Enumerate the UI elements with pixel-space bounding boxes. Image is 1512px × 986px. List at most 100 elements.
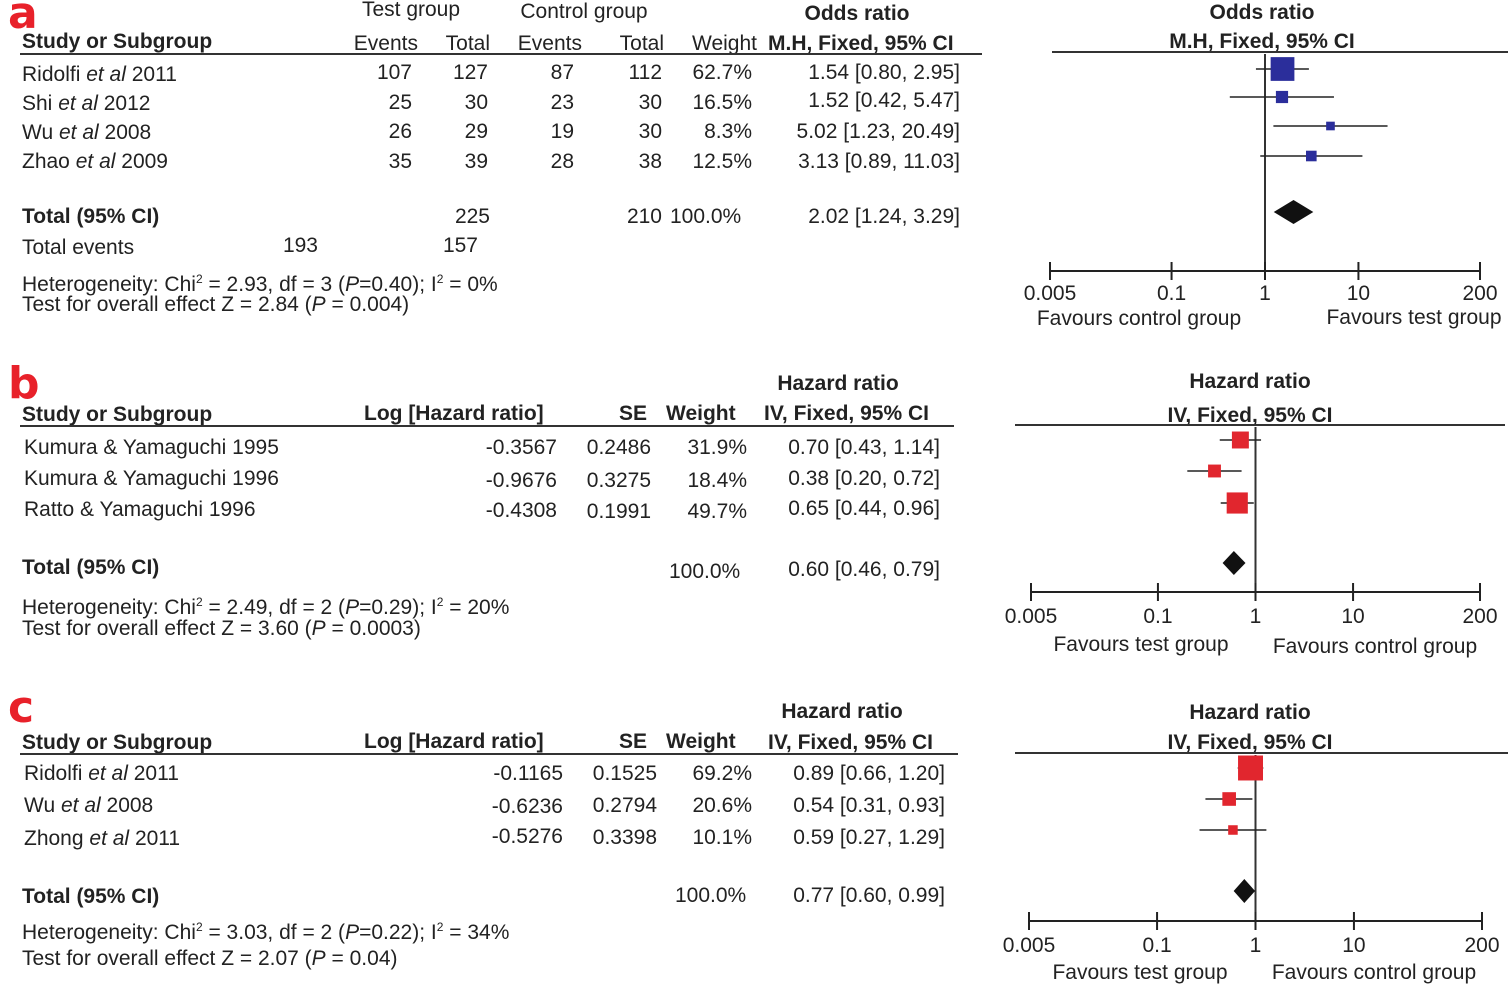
x-tick-label: 0.1 (1142, 934, 1171, 957)
hazard-ratio-ci: 0.65 [0.44, 0.96] (788, 497, 940, 520)
study-point-estimate (1208, 464, 1221, 478)
study-point-estimate (1231, 431, 1249, 449)
plot-c-title: Hazard ratio (1189, 701, 1311, 724)
favours-test-label: Favours test group (1326, 306, 1502, 329)
study-name: Ratto & Yamaguchi 1996 (24, 498, 256, 521)
study-name: Wu et al 2008 (22, 121, 152, 144)
study-name: Ridolfi et al 2011 (24, 762, 179, 785)
test-events: 25 (388, 91, 412, 114)
total-label: Total (95% CI) (22, 205, 160, 228)
x-tick-label: 0.1 (1143, 605, 1172, 628)
overall-effect-text: Test for overall effect Z = 2.84 (P = 0.… (22, 293, 410, 316)
total-events-control: 157 (442, 234, 478, 257)
x-tick-label: 1 (1259, 282, 1271, 305)
control-events: 19 (550, 120, 574, 143)
method-col-header: M.H, Fixed, 95% CI (768, 32, 954, 55)
test-total: 29 (464, 120, 488, 143)
total-ci: 0.77 [0.60, 0.99] (793, 884, 945, 907)
table-c-header-rule (20, 753, 958, 755)
heterogeneity-text: Heterogeneity: Chi2 = 2.93, df = 3 (P=0.… (22, 272, 498, 296)
test-events: 26 (388, 120, 412, 143)
x-tick-label: 200 (1462, 605, 1497, 628)
total-ci: 0.60 [0.46, 0.79] (788, 558, 940, 581)
x-tick-label: 1 (1250, 605, 1262, 628)
weight: 16.5% (692, 91, 752, 114)
test-group-header: Test group (361, 0, 461, 21)
heterogeneity-text: Heterogeneity: Chi2 = 2.49, df = 2 (P=0.… (22, 595, 510, 619)
control-events: 23 (550, 91, 574, 114)
study-name: Zhong et al 2011 (24, 827, 181, 850)
pooled-estimate-diamond (1233, 879, 1256, 903)
plot-b-title: Hazard ratio (1189, 370, 1311, 393)
x-tick-label: 200 (1462, 282, 1497, 305)
x-tick-label: 0.005 (1003, 934, 1056, 957)
plot-b-subtitle: IV, Fixed, 95% CI (1167, 404, 1333, 427)
plot-a-subtitle: M.H, Fixed, 95% CI (1169, 30, 1355, 53)
test-events: 35 (388, 150, 412, 173)
weight: 31.9% (687, 436, 747, 459)
se-col-header: SE (619, 730, 648, 753)
favours-test-label: Favours test group (1052, 961, 1228, 984)
study-point-estimate (1270, 57, 1295, 81)
control-total: 30 (638, 91, 662, 114)
test-events-col-header: Events (353, 32, 418, 55)
total-label: Total (95% CI) (22, 556, 160, 579)
control-total-sum: 210 (626, 205, 662, 228)
log-hr-col-header: Log [Hazard ratio] (364, 730, 544, 753)
x-tick-label: 1 (1250, 934, 1262, 957)
pooled-estimate-diamond (1273, 200, 1314, 224)
study-name: Zhao et al 2009 (22, 150, 168, 173)
control-events: 28 (550, 150, 574, 173)
overall-effect-text: Test for overall effect Z = 3.60 (P = 0.… (22, 617, 421, 640)
log-hr: -0.6236 (491, 795, 563, 818)
weight: 62.7% (692, 61, 752, 84)
x-tick-label: 10 (1347, 282, 1370, 305)
weight-col-header: Weight (666, 402, 736, 425)
control-group-header: Control group (520, 0, 648, 23)
control-events: 87 (550, 61, 574, 84)
weight: 12.5% (692, 150, 752, 173)
favours-control-label: Favours control group (1036, 307, 1242, 330)
study-point-estimate (1326, 121, 1335, 131)
total-label: Total (95% CI) (22, 885, 160, 908)
weight: 18.4% (687, 469, 747, 492)
control-total-col-header: Total (619, 32, 664, 55)
study-point-estimate (1226, 492, 1248, 514)
method-col-header: IV, Fixed, 95% CI (764, 402, 929, 425)
weight-col-header: Weight (692, 32, 757, 55)
se: 0.1991 (586, 500, 651, 523)
log-hr: -0.4308 (485, 499, 557, 522)
favours-test-label: Favours test group (1053, 633, 1229, 656)
total-weight: 100.0% (669, 560, 741, 583)
hazard-ratio-header: Hazard ratio (781, 700, 903, 723)
test-events: 107 (376, 61, 412, 84)
se: 0.3398 (592, 826, 657, 849)
panel-a-letter: a (8, 0, 38, 39)
study-point-estimate (1222, 792, 1236, 806)
hazard-ratio-ci: 0.59 [0.27, 1.29] (793, 826, 945, 849)
total-events-label: Total events (22, 236, 135, 259)
odds-ratio-ci: 1.54 [0.80, 2.95] (808, 61, 960, 84)
study-point-estimate (1305, 150, 1317, 162)
odds-ratio-ci: 1.52 [0.42, 5.47] (808, 89, 960, 112)
x-tick-label: 0.1 (1157, 282, 1186, 305)
log-hr: -0.3567 (485, 436, 557, 459)
x-tick-label: 200 (1464, 934, 1499, 957)
odds-ratio-ci: 3.13 [0.89, 11.03] (798, 150, 960, 173)
study-col-header: Study or Subgroup (22, 403, 213, 426)
log-hr: -0.1165 (493, 762, 563, 785)
favours-control-label: Favours control group (1272, 635, 1478, 658)
study-col-header: Study or Subgroup (22, 30, 213, 53)
weight-col-header: Weight (666, 730, 736, 753)
hazard-ratio-ci: 0.70 [0.43, 1.14] (788, 436, 940, 459)
study-name: Kumura & Yamaguchi 1995 (24, 436, 279, 459)
total-weight: 100.0% (670, 205, 742, 228)
study-point-estimate (1238, 755, 1263, 781)
se: 0.1525 (592, 762, 657, 785)
total-events-test: 193 (282, 234, 318, 257)
x-tick-label: 0.005 (1005, 605, 1058, 628)
hazard-ratio-ci: 0.38 [0.20, 0.72] (788, 467, 940, 490)
se: 0.3275 (586, 469, 651, 492)
panel-b-letter: b (8, 358, 40, 409)
